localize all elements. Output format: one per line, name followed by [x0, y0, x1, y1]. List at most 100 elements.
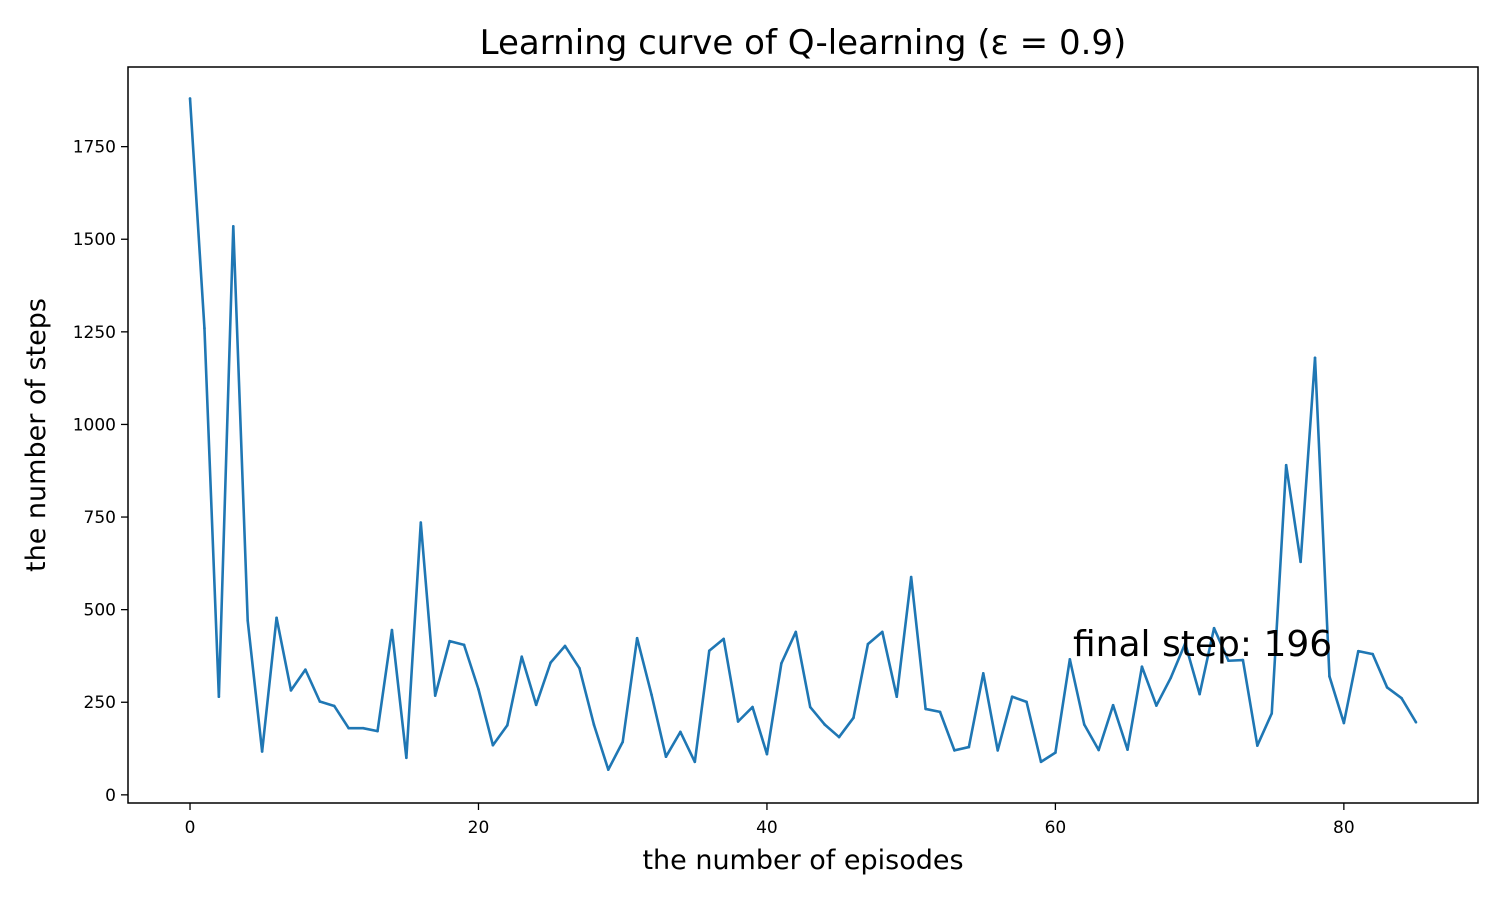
- y-tick-label: 1750: [73, 138, 116, 158]
- y-tick-label: 0: [105, 786, 116, 806]
- data-point: [304, 668, 307, 671]
- y-axis-label: the number of steps: [21, 298, 52, 572]
- x-tick-label: 80: [1333, 818, 1355, 838]
- data-point: [563, 644, 567, 648]
- data-point: [1111, 703, 1115, 707]
- data-point: [347, 726, 350, 730]
- data-point: [679, 730, 682, 734]
- data-point: [1054, 751, 1057, 754]
- data-point: [318, 700, 322, 703]
- data-point: [751, 705, 754, 709]
- data-point: [664, 755, 668, 758]
- data-point: [361, 726, 365, 730]
- data-point: [693, 760, 697, 764]
- data-point: [1082, 723, 1086, 726]
- data-point: [1371, 652, 1375, 656]
- data-point: [1140, 665, 1144, 668]
- data-point: [275, 616, 278, 620]
- data-point: [549, 661, 552, 664]
- data-point: [1068, 657, 1072, 661]
- data-point: [506, 723, 509, 727]
- x-tick-label: 60: [1045, 818, 1067, 838]
- data-point: [534, 703, 538, 707]
- data-point: [1284, 463, 1288, 467]
- data-point: [1039, 760, 1043, 764]
- data-point: [448, 639, 451, 643]
- data-point: [650, 693, 653, 697]
- data-point: [938, 710, 942, 714]
- data-point: [520, 655, 524, 658]
- data-point: [924, 707, 927, 711]
- data-point: [837, 735, 841, 739]
- data-point: [895, 695, 899, 698]
- data-point: [217, 695, 221, 698]
- data-point: [462, 643, 466, 647]
- data-point: [419, 521, 423, 524]
- data-point: [390, 628, 394, 632]
- data-point: [909, 575, 913, 579]
- data-point: [1227, 659, 1230, 663]
- data-point: [1241, 658, 1245, 662]
- y-tick-label: 1000: [73, 415, 116, 435]
- y-tick-label: 500: [84, 601, 116, 621]
- data-point: [578, 666, 581, 670]
- data-point: [405, 756, 408, 760]
- data-point: [1313, 356, 1317, 360]
- data-point: [376, 729, 379, 733]
- data-point: [736, 720, 740, 723]
- data-point: [606, 768, 610, 771]
- data-point: [1010, 695, 1014, 698]
- data-point: [1025, 700, 1028, 704]
- data-point: [246, 619, 250, 623]
- data-point: [1256, 744, 1259, 747]
- x-tick-label: 40: [756, 818, 778, 838]
- data-point: [866, 642, 870, 646]
- data-point: [707, 649, 711, 653]
- data-point: [722, 637, 725, 641]
- data-point: [780, 662, 783, 665]
- x-axis-label: the number of episodes: [642, 845, 963, 876]
- series-line: [188, 98, 1418, 771]
- data-point: [621, 740, 625, 744]
- data-point: [967, 745, 971, 749]
- data-point: [203, 326, 206, 330]
- data-point: [1155, 704, 1158, 707]
- data-point: [1198, 692, 1201, 696]
- data-point: [231, 224, 235, 228]
- data-point: [953, 749, 956, 752]
- data-point: [188, 97, 192, 100]
- data-point: [1414, 720, 1418, 724]
- data-point: [635, 636, 639, 640]
- data-point: [433, 694, 437, 697]
- y-tick-label: 1250: [73, 323, 116, 343]
- y-axis-ticks: 0 250 500 750 1000 1250 1500 1750: [73, 138, 128, 806]
- x-axis-ticks: 0 20 40 60 80: [185, 803, 1355, 838]
- data-point: [1356, 649, 1360, 653]
- chart-title: Learning curve of Q-learning (ε = 0.9): [480, 23, 1127, 63]
- data-point: [1097, 748, 1100, 752]
- data-point: [1342, 721, 1346, 725]
- data-point: [289, 689, 293, 692]
- data-point: [881, 630, 884, 634]
- final-step-annotation: final step: 196: [1073, 624, 1332, 665]
- plot-frame: [127, 66, 1479, 804]
- data-point: [1328, 675, 1331, 678]
- data-point: [592, 723, 596, 726]
- data-point: [996, 749, 1000, 752]
- y-tick-label: 250: [84, 693, 116, 713]
- data-point: [1183, 642, 1187, 645]
- data-point: [1270, 712, 1274, 715]
- data-point: [1212, 626, 1216, 630]
- data-point: [765, 752, 769, 756]
- y-tick-label: 1500: [73, 230, 116, 250]
- data-point: [477, 687, 480, 691]
- data-point: [1126, 748, 1129, 751]
- data-point: [852, 716, 855, 720]
- data-point: [260, 750, 264, 753]
- series-layer: [188, 97, 1418, 771]
- data-point: [808, 705, 812, 709]
- data-point: [1385, 686, 1389, 689]
- plot-area: [128, 67, 1478, 803]
